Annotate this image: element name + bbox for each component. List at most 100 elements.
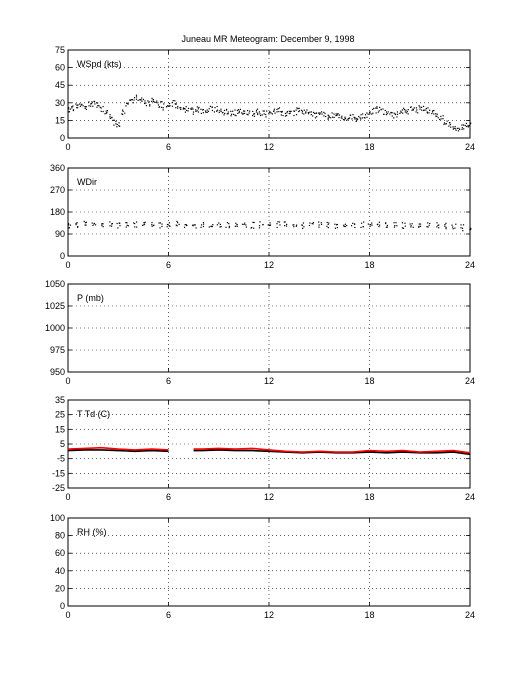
data-point [352,222,354,224]
data-point [445,228,447,230]
data-point [404,111,406,113]
y-tick-label: 90 [55,229,65,239]
data-point [184,224,186,226]
data-point [257,113,259,116]
data-point [135,98,138,100]
data-point [312,111,315,113]
data-point [302,227,304,229]
data-point [410,226,412,228]
data-point [195,227,197,229]
data-point [242,112,244,115]
panel-label: WDir [77,177,97,187]
data-point [452,126,454,128]
data-point [94,103,96,105]
x-tick-label: 0 [65,610,70,620]
x-tick-label: 18 [364,376,374,386]
data-point [228,227,230,229]
data-point [410,106,412,108]
data-point [135,94,138,96]
data-point [234,114,236,116]
data-point [372,108,374,111]
data-point [76,222,78,224]
data-point [281,111,283,113]
data-point [367,223,369,225]
data-point [358,115,360,118]
data-point [396,111,399,113]
data-point [362,226,364,228]
data-point [117,227,119,229]
data-point [348,117,351,119]
data-point [372,112,374,114]
data-point [130,99,132,101]
data-point [252,114,254,117]
data-point [262,110,264,112]
data-point [166,226,168,228]
x-tick-label: 6 [166,260,171,270]
data-point [92,105,94,107]
data-point [134,226,136,228]
data-point [162,107,164,109]
y-tick-label: 975 [50,345,65,355]
data-point [394,113,397,116]
data-point [331,116,334,118]
data-point [277,221,279,223]
data-point [143,223,146,225]
data-point [281,110,283,113]
data-point [426,111,428,113]
data-point [236,109,239,112]
data-point [228,225,230,227]
data-point [68,227,71,229]
data-point [129,99,131,101]
data-point [295,109,297,111]
data-point [192,224,194,226]
data-point [72,105,74,107]
x-tick-label: 24 [465,492,475,502]
data-point [97,102,99,104]
data-point [303,226,305,228]
data-point [104,113,106,115]
data-point [102,223,104,225]
y-tick-label: -15 [52,468,65,478]
data-point [168,105,170,107]
data-point [386,113,388,115]
panel-1: 0 6 12 18 24 0 15 30 45 60 75 WSpd (kts) [55,45,475,152]
data-point [143,222,145,224]
data-point [310,111,312,113]
data-point [468,125,470,127]
x-tick-label: 6 [166,492,171,502]
data-point [133,99,135,101]
data-point [348,117,350,120]
data-point [276,223,278,225]
data-point [376,107,378,109]
data-point [174,103,177,105]
data-point [148,101,150,103]
data-point [226,113,228,115]
data-point [205,111,207,113]
data-point [344,117,347,120]
data-point [240,112,243,114]
data-point [68,108,70,110]
data-point [361,117,363,119]
data-point [370,224,372,226]
data-point [91,222,93,224]
data-point [336,224,338,226]
data-point [211,109,214,112]
data-point [116,123,118,126]
data-point [156,100,158,102]
data-point [407,109,409,111]
data-point [269,224,271,227]
data-point [202,109,204,111]
data-point [288,112,290,115]
data-point [354,226,356,229]
data-point [119,225,121,227]
data-point [326,221,328,224]
y-tick-label: 0 [60,601,65,611]
data-point [344,116,346,118]
data-point [286,223,288,226]
data-point [321,111,323,113]
data-point [134,222,136,225]
data-point [217,109,219,111]
data-point [122,113,124,116]
data-point [168,225,170,227]
data-point [378,226,380,228]
